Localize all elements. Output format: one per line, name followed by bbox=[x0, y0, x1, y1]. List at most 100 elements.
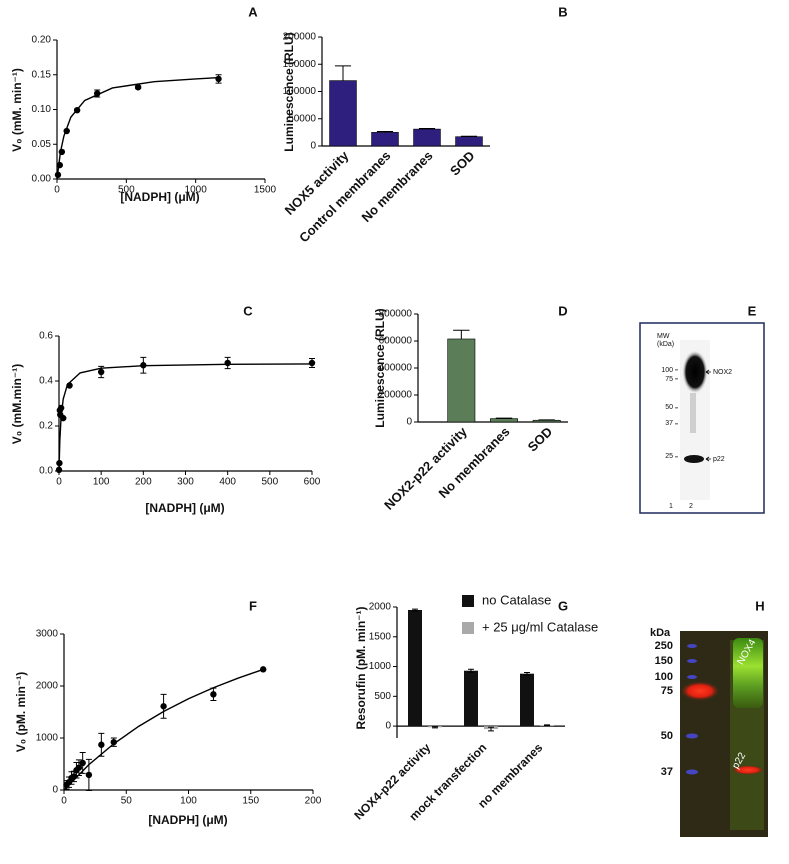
error-bar bbox=[524, 672, 530, 676]
x-tick-label: 1500 bbox=[254, 185, 277, 196]
x-tick-label: 0 bbox=[54, 185, 60, 196]
bar bbox=[532, 419, 561, 423]
y-tick-label: 0.6 bbox=[39, 331, 53, 342]
bar bbox=[329, 80, 357, 147]
data-point bbox=[134, 84, 142, 91]
unit-label: kDa bbox=[650, 627, 671, 639]
y-tick-label: 0.00 bbox=[32, 174, 52, 185]
panel-letter: B bbox=[558, 4, 567, 19]
error-bar bbox=[468, 668, 474, 673]
data-point bbox=[260, 666, 267, 673]
y-tick-label: 0 bbox=[52, 785, 58, 796]
x-tick-label: 0 bbox=[61, 796, 67, 807]
error-bar bbox=[412, 608, 418, 612]
marker-label: 37 bbox=[661, 766, 673, 778]
band-label: NOX2 bbox=[713, 369, 732, 376]
data-point bbox=[56, 161, 63, 169]
bar bbox=[455, 136, 483, 147]
bar bbox=[408, 609, 422, 727]
data-point bbox=[110, 738, 118, 746]
data-point bbox=[58, 148, 66, 156]
y-tick-label: 50000 bbox=[288, 113, 316, 124]
y-axis-label: V₀ (mM. min⁻¹) bbox=[10, 68, 24, 152]
smear bbox=[690, 393, 696, 433]
x-tick-label: 600 bbox=[304, 477, 321, 488]
marker-label: 75 bbox=[665, 376, 673, 383]
marker-label: 75 bbox=[661, 685, 673, 697]
panel-letter: E bbox=[748, 303, 757, 318]
x-tick-label: 500 bbox=[118, 185, 135, 196]
y-axis-label: Luminescence (RLU) bbox=[282, 32, 296, 151]
lane-label: 1 bbox=[669, 503, 673, 510]
marker-label: 250 bbox=[655, 640, 673, 652]
y-tick-label: 400000 bbox=[379, 363, 413, 374]
y-tick-label: 100000 bbox=[283, 86, 317, 97]
y-tick-label: 500 bbox=[374, 691, 391, 702]
panel-letter: G bbox=[558, 598, 568, 613]
data-point bbox=[140, 362, 147, 369]
x-tick-label: 1000 bbox=[185, 185, 208, 196]
data-point bbox=[57, 404, 65, 412]
marker-label: 100 bbox=[661, 367, 673, 374]
panel-letter: F bbox=[249, 598, 257, 613]
error-bar bbox=[488, 726, 494, 732]
data-point bbox=[60, 414, 67, 422]
legend-swatch bbox=[462, 622, 474, 634]
data-point bbox=[66, 382, 73, 389]
lane-label: 2 bbox=[689, 503, 693, 510]
band bbox=[680, 681, 720, 701]
y-tick-label: 0.2 bbox=[39, 421, 53, 432]
y-tick-label: 200000 bbox=[283, 32, 317, 43]
x-tick-label: 150 bbox=[242, 796, 259, 807]
data-point bbox=[75, 764, 83, 771]
panel-letter: H bbox=[755, 598, 764, 613]
band-label: p22 bbox=[713, 456, 725, 463]
y-tick-label: 2000 bbox=[369, 602, 392, 613]
fit-line bbox=[56, 76, 220, 180]
y-tick-label: 2000 bbox=[36, 681, 59, 692]
fit-line bbox=[63, 668, 264, 791]
marker-label: 25 bbox=[665, 453, 673, 460]
y-tick-label: 0.10 bbox=[32, 104, 52, 115]
arrow bbox=[705, 369, 711, 462]
y-axis-label: Luminescence (RLU) bbox=[373, 308, 387, 427]
data-point bbox=[224, 359, 231, 367]
legend-label: + 25 μg/ml Catalase bbox=[482, 619, 598, 634]
x-tick-label: 200 bbox=[305, 796, 322, 807]
error-bar bbox=[544, 724, 550, 726]
y-tick-label: 1000 bbox=[369, 661, 392, 672]
x-tick-label: 200 bbox=[135, 477, 152, 488]
band bbox=[682, 350, 708, 394]
data-point bbox=[308, 359, 316, 367]
y-tick-label: 0.20 bbox=[32, 35, 52, 46]
legend-swatch bbox=[462, 595, 474, 607]
mw-label: (kDa) bbox=[657, 341, 674, 348]
y-tick-label: 0 bbox=[385, 721, 391, 732]
x-tick-label: 300 bbox=[177, 477, 194, 488]
x-tick-label: SOD bbox=[447, 148, 478, 179]
y-tick-label: 200000 bbox=[379, 390, 413, 401]
x-tick-label: 100 bbox=[93, 477, 110, 488]
y-axis-label: V₀ (pM. min⁻¹) bbox=[14, 672, 28, 752]
data-point bbox=[98, 741, 105, 748]
bar bbox=[413, 128, 441, 147]
panel-letter: A bbox=[248, 4, 258, 19]
data-point bbox=[54, 171, 62, 179]
data-point bbox=[56, 459, 63, 467]
x-axis-label: [NADPH] (μM) bbox=[145, 501, 224, 515]
y-tick-label: 800000 bbox=[379, 309, 413, 320]
data-point bbox=[79, 759, 86, 767]
blot-e: MW (kDa) 100 75 50 37 25 NOX2 p22 1 2 bbox=[639, 322, 765, 514]
y-tick-label: 0 bbox=[310, 141, 316, 152]
x-tick-label: 0 bbox=[56, 477, 62, 488]
data-point bbox=[210, 691, 217, 698]
bar bbox=[447, 338, 476, 423]
y-tick-label: 0.0 bbox=[39, 466, 53, 477]
y-tick-label: 0.4 bbox=[39, 376, 53, 387]
y-tick-label: 0 bbox=[406, 417, 412, 428]
y-tick-label: 1500 bbox=[369, 631, 392, 642]
y-tick-label: 3000 bbox=[36, 629, 59, 640]
bar bbox=[490, 418, 518, 423]
x-tick-label: SOD bbox=[525, 424, 556, 455]
